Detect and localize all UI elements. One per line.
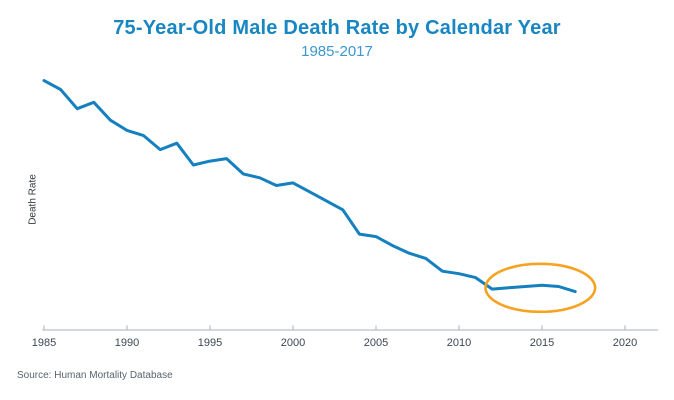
chart-header: 75-Year-Old Male Death Rate by Calendar … [0, 16, 674, 60]
highlight-ellipse [484, 262, 597, 314]
death-rate-line-group [42, 79, 577, 294]
x-axis-tick-label: 1995 [198, 337, 222, 349]
x-axis-tick-label: 2000 [281, 337, 305, 349]
highlight-annotations [484, 262, 597, 314]
chart-subtitle: 1985-2017 [301, 43, 373, 60]
source-text: Source: Human Mortality Database [17, 370, 173, 381]
chart-title: 75-Year-Old Male Death Rate by Calendar … [113, 17, 561, 39]
x-axis-tick-label: 2005 [364, 337, 388, 349]
x-axis-tick-label: 1990 [115, 337, 139, 349]
x-axis-tick-label: 2010 [447, 337, 471, 349]
death-rate-line [42, 79, 577, 294]
x-axis: 1985 1990 1995 2000 2005 2010 2015 2020 [32, 325, 659, 349]
x-axis-tick-label: 2020 [613, 337, 637, 349]
x-axis-tick-label: 2015 [530, 337, 554, 349]
x-axis-tick-label: 1985 [32, 337, 56, 349]
